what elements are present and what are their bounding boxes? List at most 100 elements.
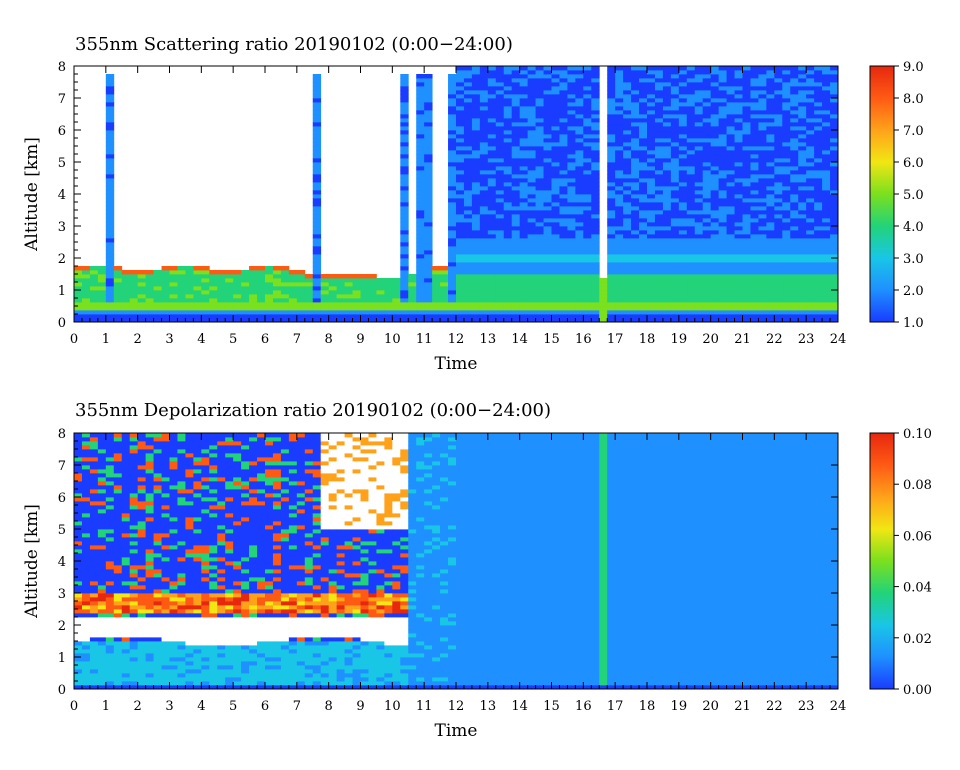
heatmap-cell [734, 98, 743, 103]
heatmap-cell [265, 294, 274, 299]
heatmap-cell [814, 146, 823, 151]
heatmap-cell [686, 186, 696, 191]
heatmap-cell [424, 310, 433, 315]
heatmap-cell [201, 274, 210, 279]
heatmap-cell [241, 314, 250, 319]
heatmap-cell [81, 441, 91, 446]
heatmap-cell [169, 302, 178, 307]
heatmap-cell [312, 230, 322, 235]
heatmap-cell [105, 74, 115, 79]
heatmap-cell [583, 306, 592, 311]
heatmap-cell [479, 106, 489, 111]
heatmap-cell [647, 226, 656, 231]
heatmap-cell [471, 94, 481, 99]
heatmap-cell [400, 86, 409, 91]
heatmap-cell [591, 158, 600, 163]
heatmap-cell [774, 254, 783, 259]
heatmap-cell [74, 561, 83, 566]
heatmap-cell [678, 230, 688, 235]
heatmap-cell [225, 302, 234, 307]
y-tick-label: 2 [58, 252, 66, 267]
heatmap-cell [559, 290, 568, 295]
heatmap-cell [631, 150, 640, 155]
heatmap-cell [479, 270, 489, 275]
heatmap-cell [511, 166, 521, 171]
heatmap-cell [718, 270, 727, 275]
heatmap-cell [639, 90, 648, 95]
heatmap-cell [830, 262, 839, 267]
heatmap-cell [822, 286, 831, 291]
heatmap-cell [670, 94, 680, 99]
heatmap-cell [822, 190, 831, 195]
heatmap-cell [615, 74, 624, 79]
heatmap-cell [710, 314, 720, 319]
heatmap-cell [113, 673, 123, 678]
heatmap-cell [265, 302, 274, 307]
heatmap-cell [503, 146, 513, 151]
heatmap-cell [272, 298, 282, 303]
heatmap-cell [631, 250, 640, 255]
heatmap-cell [678, 206, 688, 211]
heatmap-cell [678, 306, 688, 311]
heatmap-cell [654, 310, 664, 315]
heatmap-cell [137, 593, 147, 598]
heatmap-cell [145, 649, 154, 654]
heatmap-cell [662, 166, 672, 171]
heatmap-cell [806, 98, 815, 103]
xlabel-scattering: Time [435, 354, 478, 374]
heatmap-cell [97, 641, 107, 646]
heatmap-cell [129, 481, 139, 486]
heatmap-cell [448, 94, 457, 99]
heatmap-cell [623, 178, 632, 183]
heatmap-cell [806, 266, 815, 271]
heatmap-cell [615, 318, 624, 323]
heatmap-cell [766, 242, 775, 247]
heatmap-cell [678, 170, 688, 175]
heatmap-cell [129, 314, 139, 319]
heatmap-cell [519, 310, 529, 315]
heatmap-cell [328, 302, 338, 307]
heatmap-cell [702, 154, 712, 159]
heatmap-cell [416, 314, 425, 319]
heatmap-cell [479, 238, 489, 243]
heatmap-cell [121, 585, 131, 590]
heatmap-cell [105, 230, 115, 235]
heatmap-cell [567, 174, 576, 179]
heatmap-cell [440, 294, 449, 299]
heatmap-cell [153, 609, 162, 614]
heatmap-cell [670, 206, 680, 211]
heatmap-cell [121, 310, 131, 315]
heatmap-cell [113, 661, 123, 666]
heatmap-cell [121, 581, 131, 586]
heatmap-cell [575, 138, 584, 143]
heatmap-cell [113, 282, 123, 287]
heatmap-cell [790, 190, 799, 195]
heatmap-cell [471, 122, 481, 127]
heatmap-cell [702, 198, 712, 203]
heatmap-cell [432, 306, 441, 311]
heatmap-cell [678, 174, 688, 179]
heatmap-cell [734, 286, 743, 291]
heatmap-cell [416, 78, 425, 83]
heatmap-cell [822, 302, 831, 307]
heatmap-cell [105, 433, 115, 438]
heatmap-cell [678, 190, 688, 195]
heatmap-cell [495, 154, 505, 159]
heatmap-cell [503, 158, 513, 163]
heatmap-cell [89, 314, 99, 319]
heatmap-cell [503, 306, 513, 311]
heatmap-cell [567, 186, 576, 191]
heatmap-cell [830, 122, 839, 127]
heatmap-cell [702, 86, 712, 91]
heatmap-cell [89, 493, 99, 498]
heatmap-cell [137, 561, 147, 566]
heatmap-cell [471, 258, 481, 263]
heatmap-cell [225, 310, 234, 315]
heatmap-cell [201, 294, 210, 299]
heatmap-cell [217, 306, 226, 311]
heatmap-cell [662, 230, 672, 235]
heatmap-cell [456, 190, 465, 195]
heatmap-cell [734, 278, 743, 283]
heatmap-cell [113, 641, 123, 646]
heatmap-cell [89, 637, 99, 642]
